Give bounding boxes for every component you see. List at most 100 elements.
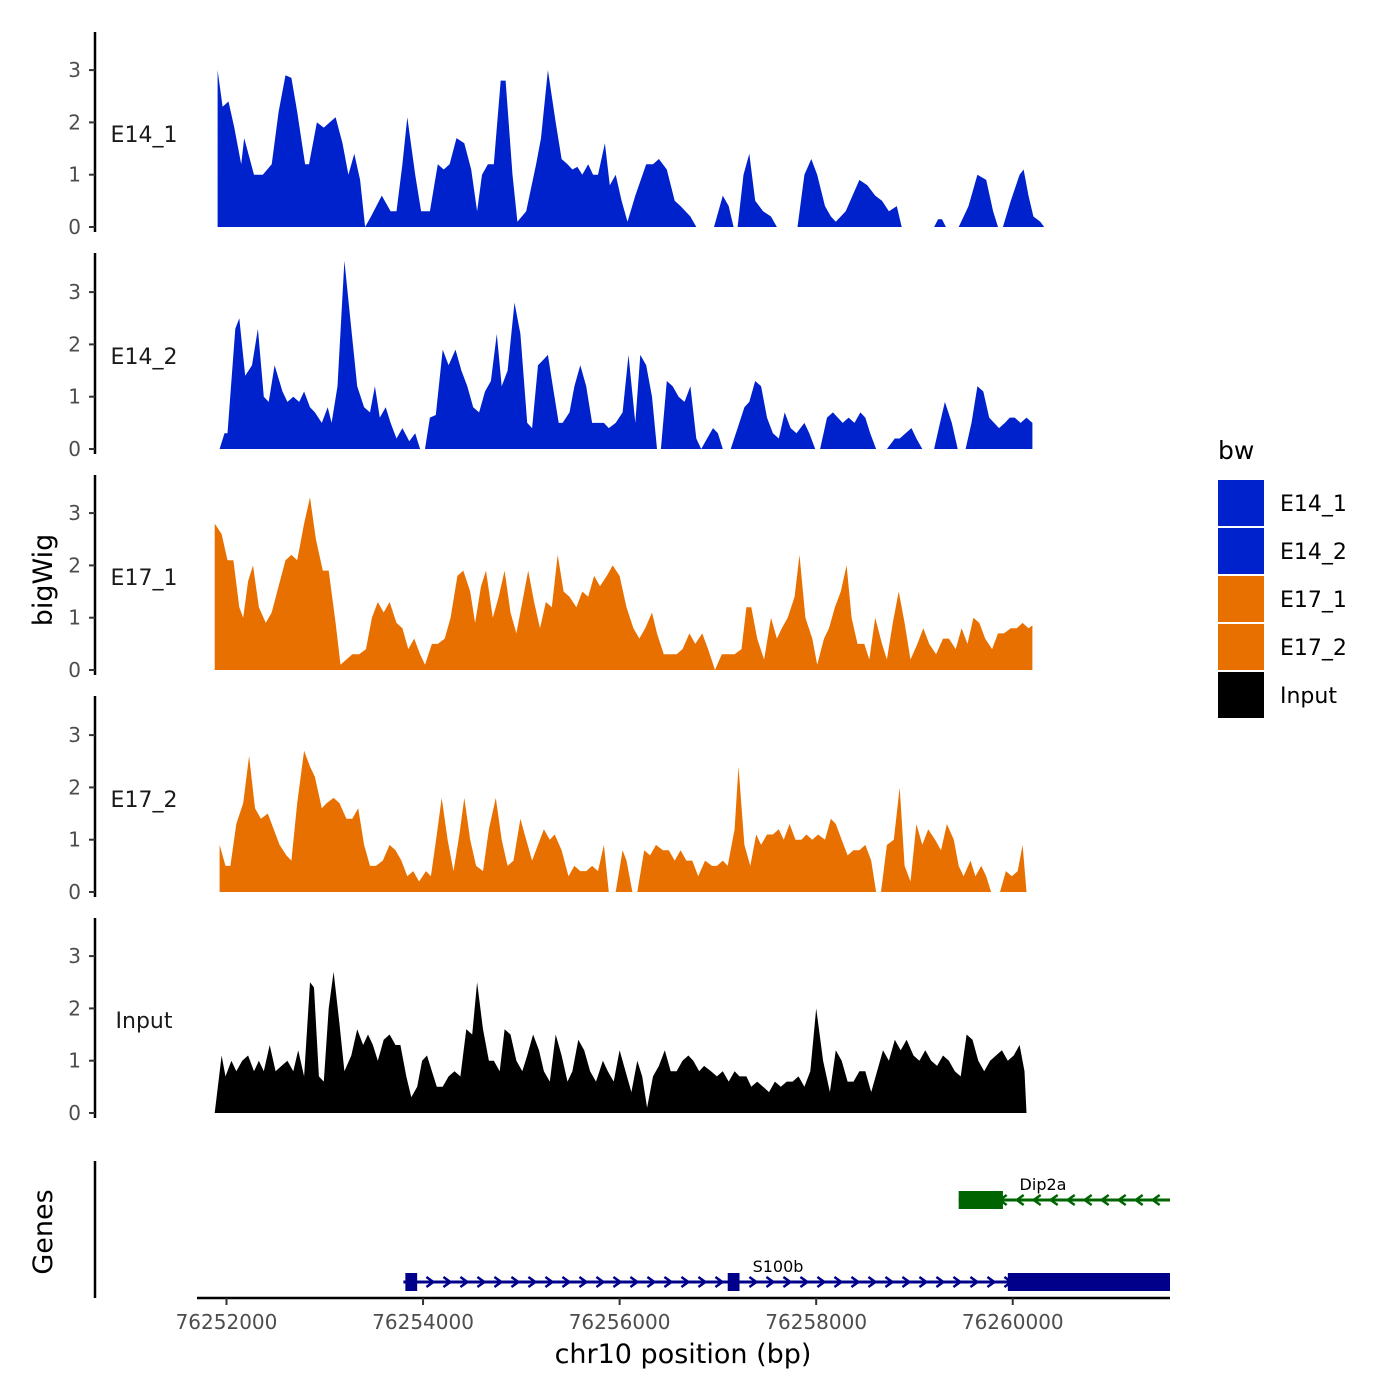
exon [1007,1273,1170,1291]
legend: bw E14_1 E14_2 E17_1 E17_2 Input [1218,436,1347,718]
strand-arrow [578,1275,589,1289]
legend-swatch [1218,528,1264,574]
strand-arrow [1031,1193,1042,1207]
y-axis-title: bigWig [28,534,59,627]
strand-arrow [663,1275,674,1289]
strand-arrow [1150,1193,1161,1207]
strand-arrow [561,1275,572,1289]
strand-arrow [714,1275,725,1289]
gene-track-title: Genes [28,1189,59,1274]
x-tick-label: 76260000 [962,1310,1064,1334]
y-tick-label: 3 [68,280,81,304]
coverage-tracks: 0 1 2 3 E14_1 0 1 2 3 E14_2 0 1 2 3 E17_1 0 1 2 3 E17_2 0 1 2 3… [68,32,1045,1125]
gene-S100b: S100b [403,1257,1170,1291]
strand-arrow [1048,1193,1059,1207]
y-tick-label: 2 [68,775,81,799]
strand-arrow [425,1275,436,1289]
strand-arrow [799,1275,810,1289]
x-tick-label: 76252000 [176,1310,278,1334]
track-label: Input [116,1009,173,1034]
y-tick-label: 3 [68,58,81,82]
strand-arrow [1014,1193,1025,1207]
strand-arrow [1099,1193,1110,1207]
coverage-area-E17_1 [214,497,1033,670]
x-axis-title: chr10 position (bp) [555,1339,812,1370]
track-label: E17_1 [111,566,178,591]
strand-arrow [459,1275,470,1289]
strand-arrow [442,1275,453,1289]
strand-arrow [697,1275,708,1289]
y-tick-label: 0 [68,1101,81,1125]
track-E17_1: 0 1 2 3 E17_1 [68,475,1033,682]
y-tick-label: 2 [68,332,81,356]
y-tick-label: 2 [68,553,81,577]
track-Input: 0 1 2 3 Input [68,918,1027,1125]
strand-arrow [612,1275,623,1289]
y-tick-label: 1 [68,606,81,630]
strand-arrow [816,1275,827,1289]
strand-arrow [646,1275,657,1289]
strand-arrow [765,1275,776,1289]
strand-arrow [918,1275,929,1289]
strand-arrow [1116,1193,1127,1207]
y-tick-label: 3 [68,944,81,968]
legend-label: E17_2 [1280,636,1347,661]
x-axis: 76252000 76254000 76256000 76258000 76260000… [176,1296,1170,1370]
track-E17_2: 0 1 2 3 E17_2 [68,696,1027,904]
strand-arrow [476,1275,487,1289]
track-label: E17_2 [111,788,178,813]
y-tick-label: 0 [68,437,81,461]
coverage-area-E14_1 [217,70,1045,227]
exon [727,1273,740,1291]
coverage-area-E17_2 [219,750,1027,892]
y-tick-label: 0 [68,215,81,239]
track-label: E14_2 [111,345,178,370]
y-tick-label: 3 [68,501,81,525]
strand-arrow [544,1275,555,1289]
legend-label: E14_2 [1280,540,1347,565]
strand-arrow [986,1275,997,1289]
y-tick-label: 1 [68,1049,81,1073]
y-tick-label: 1 [68,828,81,852]
strand-arrow [952,1275,963,1289]
coverage-area-E14_2 [219,260,1033,449]
exon [405,1273,418,1291]
y-tick-label: 0 [68,880,81,904]
y-tick-label: 2 [68,110,81,134]
legend-swatch [1218,624,1264,670]
y-tick-label: 0 [68,658,81,682]
track-E14_2: 0 1 2 3 E14_2 [68,253,1033,461]
strand-arrow [833,1275,844,1289]
legend-label: E14_1 [1280,492,1347,517]
strand-arrow [1082,1193,1093,1207]
strand-arrow [493,1275,504,1289]
gene-Dip2a: Dip2a [958,1175,1170,1209]
gene-label: Dip2a [1020,1175,1067,1194]
gene-track: Dip2a S100b [93,1161,1170,1298]
strand-arrow [969,1275,980,1289]
strand-arrow [782,1275,793,1289]
y-tick-label: 1 [68,163,81,187]
y-tick-label: 2 [68,996,81,1020]
legend-swatch [1218,576,1264,622]
strand-arrow [867,1275,878,1289]
strand-arrow [748,1275,759,1289]
x-tick-label: 76254000 [372,1310,474,1334]
x-tick-label: 76258000 [765,1310,867,1334]
y-tick-label: 1 [68,385,81,409]
gene-label: S100b [753,1257,804,1276]
legend-label: E17_1 [1280,588,1347,613]
x-tick-label: 76256000 [569,1310,671,1334]
strand-arrow [527,1275,538,1289]
strand-arrow [1065,1193,1076,1207]
strand-arrow [680,1275,691,1289]
strand-arrow [510,1275,521,1289]
y-tick-label: 3 [68,723,81,747]
exon [958,1191,1003,1209]
legend-swatch [1218,672,1264,718]
legend-swatch [1218,480,1264,526]
coverage-area-Input [214,971,1027,1113]
strand-arrow [629,1275,640,1289]
strand-arrow [595,1275,606,1289]
